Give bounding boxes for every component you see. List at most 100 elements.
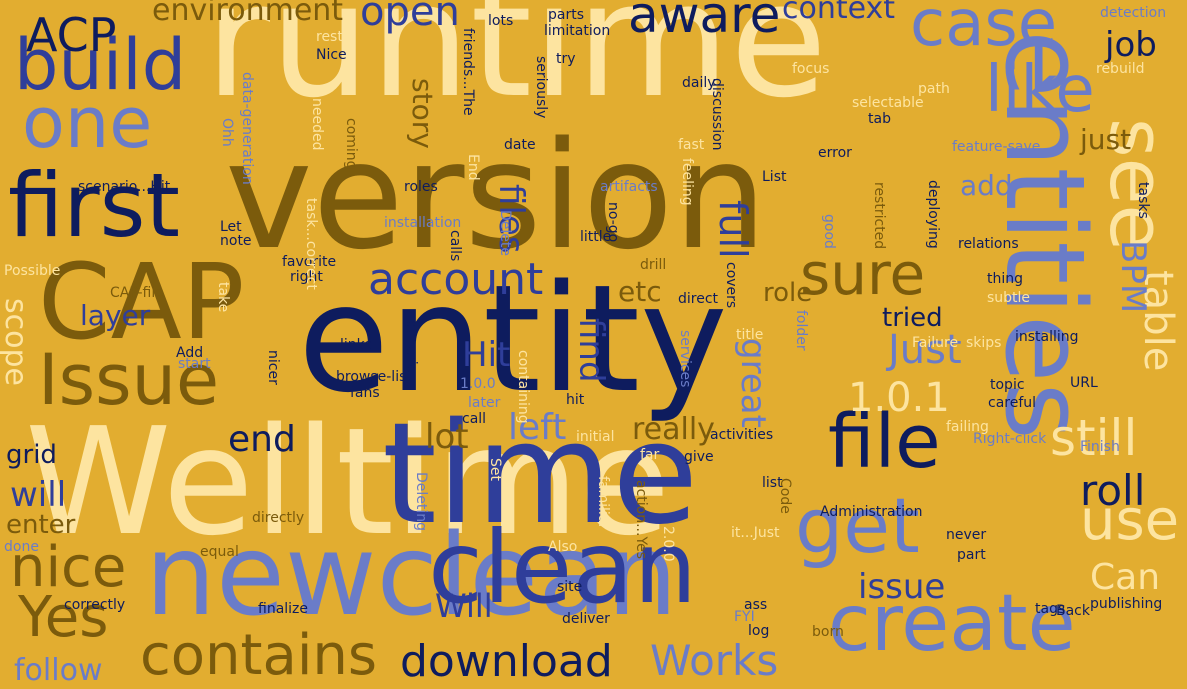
word-tags: tags (1035, 601, 1066, 617)
word-code: Code (777, 478, 793, 514)
word-it-just: it...Just (731, 525, 780, 541)
word-directly: directly (252, 510, 305, 526)
word-restricted: restricted (871, 182, 887, 250)
word-administration: Administration (820, 504, 923, 520)
word-far: far (640, 447, 660, 463)
word-give: give (684, 449, 714, 465)
word-correctly: correctly (64, 597, 126, 613)
word-version: version (225, 110, 768, 282)
word-calls: calls (447, 230, 463, 262)
word-right: right (290, 269, 323, 285)
word-browse-list: browse-list (336, 369, 412, 385)
word-delete: Delete (497, 210, 513, 256)
word-skips: skips (966, 335, 1002, 351)
word-story: story (406, 78, 439, 149)
word-left: left (508, 407, 567, 448)
word-deleting: Deleting (413, 472, 429, 532)
word-services: services (677, 330, 693, 388)
word-task-correct: task...correct (303, 198, 319, 290)
word-works: Works (650, 636, 779, 685)
word-ohh: Ohh (219, 118, 235, 147)
word-welltime: Welltime (25, 396, 671, 568)
word-deliver: deliver (562, 611, 610, 627)
word-add: add (960, 169, 1013, 202)
word-feature-save: feature-save (952, 139, 1041, 155)
word-roll: roll (1080, 466, 1146, 515)
word-title: title (736, 327, 764, 343)
word-nicer: nicer (265, 350, 281, 385)
word-role: role (763, 278, 813, 308)
word-can: Can (1090, 557, 1161, 598)
word-time: time (382, 393, 699, 556)
word-set: Set (487, 458, 503, 481)
word-nice: nice (10, 535, 127, 600)
word-generic: generic (403, 320, 419, 373)
word-nice-cap: Nice (316, 47, 347, 63)
word-great: great (733, 338, 773, 428)
word-let: Let (220, 219, 242, 235)
word-2-0-0: 2.0.0 (660, 526, 676, 562)
word-list: list (762, 475, 783, 491)
word-parts: parts (548, 7, 585, 23)
word-selectable: selectable (852, 95, 924, 111)
word-tab: tab (868, 111, 891, 127)
word-sure: sure (800, 240, 926, 308)
word-cap-file: CAP-file (110, 285, 164, 301)
word-note: note (220, 233, 252, 249)
word-covers: covers (723, 262, 739, 309)
word-call: call (462, 411, 487, 427)
word-lot: lot (425, 417, 469, 457)
word-fast: fast (678, 137, 705, 153)
word-focus: focus (792, 61, 830, 77)
word-add-cap: Add (176, 345, 204, 361)
word-newclean: newclean (145, 511, 678, 641)
word-finish: Finish (1080, 439, 1120, 455)
word-daily: daily (682, 75, 716, 91)
word-links: links (340, 337, 373, 353)
word-date: date (504, 137, 536, 153)
word-initial: initial (576, 429, 615, 445)
word-ass: ass (744, 597, 768, 613)
word-detection: detection (1100, 5, 1167, 21)
word-cap: CAP (38, 241, 245, 363)
word-never: never (946, 527, 987, 543)
word-scope: scope (0, 298, 33, 386)
word-also: Also (548, 539, 578, 555)
word-good: good (821, 214, 837, 249)
word-job: job (1105, 25, 1157, 65)
word-error: error (818, 145, 852, 161)
word-finalize: finalize (258, 601, 309, 617)
word-just: just (1080, 123, 1132, 156)
word-runtime: runtime (205, 0, 828, 133)
word-subtle: subtle (987, 290, 1031, 306)
word-aware: aware (628, 0, 781, 44)
word-hit: hit (566, 392, 585, 408)
word-site: site (557, 579, 583, 595)
word-direct: direct (678, 291, 719, 307)
word-acp: ACP (26, 8, 117, 62)
word-seriously: seriously (533, 56, 549, 119)
word-topic: topic (990, 377, 1025, 393)
word-log: log (748, 623, 770, 639)
word-one: one (22, 82, 153, 164)
word-account: account (368, 254, 544, 305)
word-installation: installation (384, 215, 462, 231)
word-fans: fans (350, 385, 380, 401)
word-1-0-0: 1.0.0 (460, 376, 496, 392)
word-issue-lower: issue (858, 567, 946, 607)
word-get: get (795, 481, 920, 570)
word-drill: drill (640, 257, 667, 273)
word-1-0-1: 1.0.1 (848, 375, 950, 421)
word-tried: tried (882, 303, 943, 333)
word-lots: lots (488, 13, 514, 29)
word-rest: rest (316, 29, 343, 45)
word-contains: contains (140, 623, 378, 688)
word-create: create (828, 579, 1076, 669)
word-fyi: FYI (734, 609, 755, 625)
word-favorite: favorite (282, 254, 337, 270)
word-entity: entity (298, 253, 728, 425)
word-action-yes: action...Yes (633, 480, 649, 560)
word-context: context (782, 0, 896, 26)
word-coming: coming (343, 118, 359, 170)
